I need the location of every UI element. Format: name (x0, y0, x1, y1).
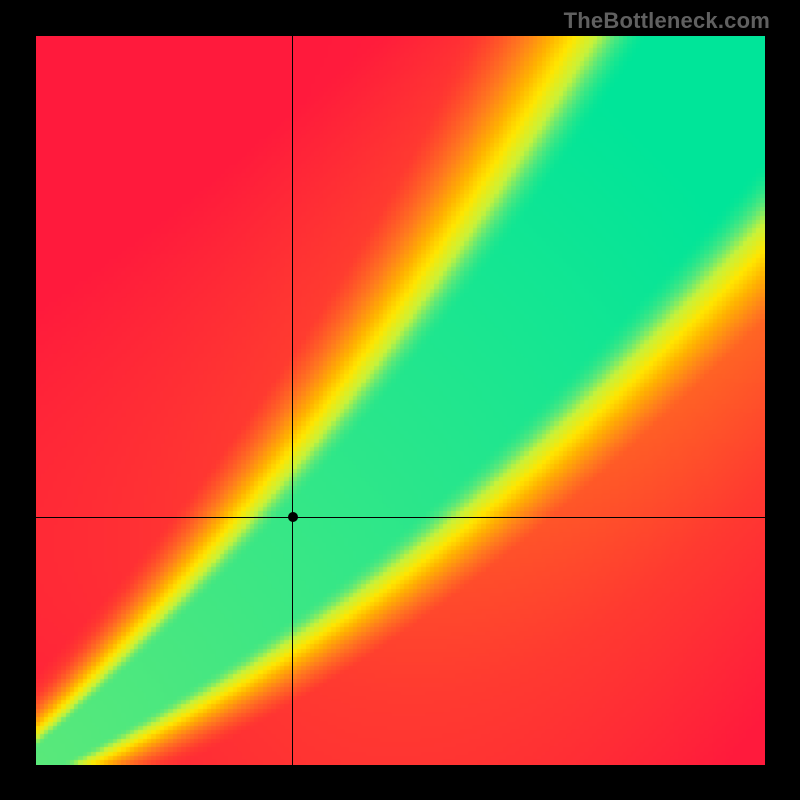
attribution-label: TheBottleneck.com (564, 8, 770, 34)
chart-frame: TheBottleneck.com (0, 0, 800, 800)
plot-area (36, 36, 765, 765)
crosshair-marker (288, 512, 298, 522)
bottleneck-heatmap (36, 36, 765, 765)
crosshair-vertical (292, 36, 293, 765)
crosshair-horizontal (36, 517, 765, 518)
